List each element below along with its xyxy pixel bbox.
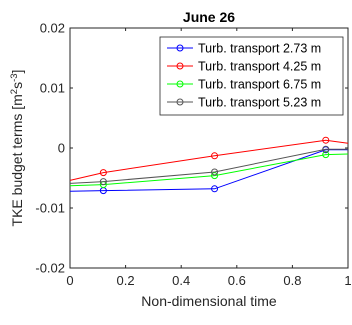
y-tick-label: 0.01 (40, 81, 65, 96)
y-axis-label-sup2: -3 (9, 73, 20, 81)
y-tick-label: 0 (58, 141, 65, 156)
data-point (211, 185, 219, 193)
y-tick-label: -0.02 (35, 261, 65, 276)
x-tick-label: 0 (66, 273, 73, 288)
series-line (69, 139, 349, 181)
legend-label: Turb. transport 2.73 m (198, 42, 321, 56)
series-layer (69, 136, 349, 195)
legend-label: Turb. transport 5.23 m (198, 96, 321, 110)
data-point (322, 136, 330, 144)
y-axis-label-end: ] (9, 70, 25, 74)
y-axis-label-sup1: 2 (9, 89, 20, 94)
legend-marker (176, 98, 184, 106)
legend: Turb. transport 2.73 m Turb. transport 4.… (159, 36, 344, 116)
y-tick-label: 0.02 (40, 21, 65, 36)
series-group (69, 151, 349, 189)
x-tick-label: 0.2 (117, 273, 135, 288)
data-point (211, 168, 219, 176)
x-tick-label: 0.8 (283, 273, 301, 288)
legend-label: Turb. transport 4.25 m (198, 60, 321, 74)
y-tick-label: -0.01 (35, 201, 65, 216)
data-point (211, 152, 219, 160)
chart-title: June 26 (183, 9, 235, 25)
series-line (69, 153, 349, 187)
y-axis: -0.02 -0.01 0 0.01 0.02 (35, 21, 348, 276)
x-axis-label: Non-dimensional time (141, 293, 277, 309)
data-point (322, 151, 330, 159)
data-point (99, 178, 107, 186)
x-tick-label: 0.4 (172, 273, 190, 288)
x-axis: 0 0.2 0.4 0.6 0.8 1 (66, 28, 352, 288)
data-point (322, 145, 330, 153)
series-group (69, 136, 349, 181)
legend-marker (176, 62, 184, 70)
x-tick-label: 0.6 (228, 273, 246, 288)
x-tick-label: 1 (344, 273, 351, 288)
y-axis-label-mid: s (9, 82, 25, 89)
series-line (69, 149, 348, 192)
y-axis-label-main: TKE budget terms [m (9, 94, 25, 226)
data-point (99, 169, 107, 177)
y-axis-label: TKE budget terms [m2s-3] (9, 70, 26, 227)
legend-marker (176, 80, 184, 88)
data-point (211, 172, 219, 180)
series-line (69, 148, 348, 184)
legend-label: Turb. transport 6.75 m (198, 78, 321, 92)
series-group (69, 145, 348, 186)
legend-marker (176, 44, 184, 52)
